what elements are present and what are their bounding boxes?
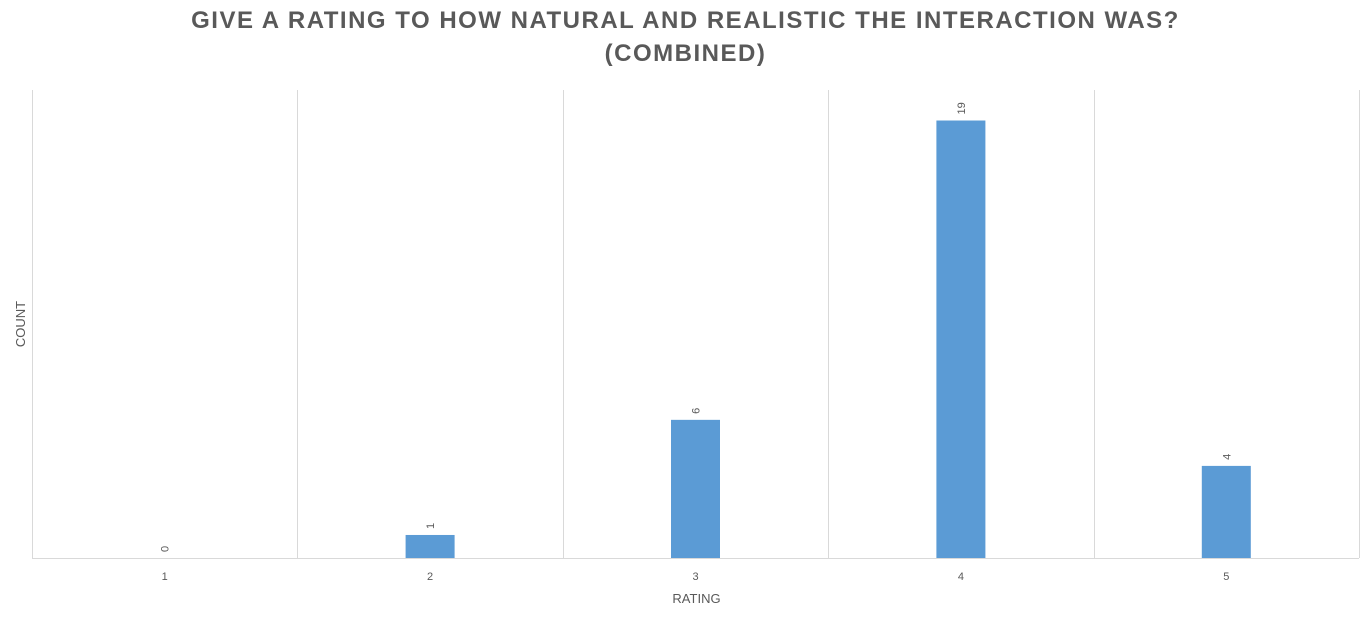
bar-layer xyxy=(405,120,1251,558)
x-axis-title: RATING xyxy=(672,591,720,606)
bar-rating-5 xyxy=(1201,465,1251,558)
bar-rating-3 xyxy=(671,419,720,558)
x-tick-label: 3 xyxy=(692,571,698,583)
x-tick-label: 1 xyxy=(162,571,168,583)
data-label: 6 xyxy=(691,408,703,414)
y-axis-title: COUNT xyxy=(13,301,28,347)
x-tick-label: 2 xyxy=(427,571,433,583)
x-tick-label: 5 xyxy=(1223,571,1229,583)
data-label: 19 xyxy=(956,102,968,114)
x-tick-label: 4 xyxy=(958,571,964,583)
chart-title-line-2: (COMBINED) xyxy=(604,40,767,67)
data-label: 0 xyxy=(160,546,172,552)
chart-title-line-1: GIVE A RATING TO HOW NATURAL AND REALIST… xyxy=(191,7,1180,34)
grid-layer xyxy=(32,90,1360,559)
data-label: 1 xyxy=(425,523,437,529)
bar-rating-4 xyxy=(936,120,986,558)
data-label: 4 xyxy=(1221,454,1233,460)
bar-rating-2 xyxy=(405,534,455,558)
label-layer: 1 0 2 1 3 6 4 19 5 4 xyxy=(160,102,1234,583)
